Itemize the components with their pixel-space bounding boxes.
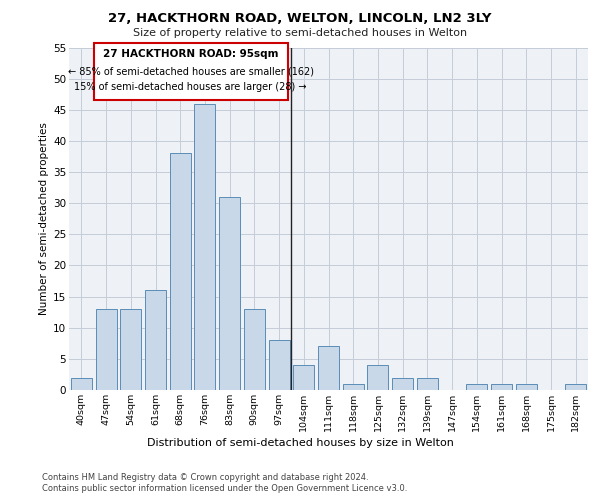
Text: Size of property relative to semi-detached houses in Welton: Size of property relative to semi-detach… [133, 28, 467, 38]
Bar [244, 309, 265, 390]
Bar [120, 309, 141, 390]
Text: Contains public sector information licensed under the Open Government Licence v3: Contains public sector information licen… [42, 484, 407, 493]
Text: 27, HACKTHORN ROAD, WELTON, LINCOLN, LN2 3LY: 27, HACKTHORN ROAD, WELTON, LINCOLN, LN2… [108, 12, 492, 26]
Text: ← 85% of semi-detached houses are smaller (162): ← 85% of semi-detached houses are smalle… [68, 66, 314, 76]
Bar [466, 384, 487, 390]
Bar [367, 365, 388, 390]
Bar [516, 384, 537, 390]
Bar [170, 154, 191, 390]
Bar [343, 384, 364, 390]
Text: 27 HACKTHORN ROAD: 95sqm: 27 HACKTHORN ROAD: 95sqm [103, 48, 278, 58]
Bar [219, 197, 240, 390]
Bar [95, 309, 116, 390]
Y-axis label: Number of semi-detached properties: Number of semi-detached properties [39, 122, 49, 315]
Bar [94, 42, 288, 100]
Bar [392, 378, 413, 390]
Bar [491, 384, 512, 390]
Bar [194, 104, 215, 390]
Bar [145, 290, 166, 390]
Bar [71, 378, 92, 390]
Bar [318, 346, 339, 390]
Bar [417, 378, 438, 390]
Text: Contains HM Land Registry data © Crown copyright and database right 2024.: Contains HM Land Registry data © Crown c… [42, 472, 368, 482]
Bar [565, 384, 586, 390]
Bar [269, 340, 290, 390]
Text: Distribution of semi-detached houses by size in Welton: Distribution of semi-detached houses by … [146, 438, 454, 448]
Bar [293, 365, 314, 390]
Text: 15% of semi-detached houses are larger (28) →: 15% of semi-detached houses are larger (… [74, 82, 307, 92]
